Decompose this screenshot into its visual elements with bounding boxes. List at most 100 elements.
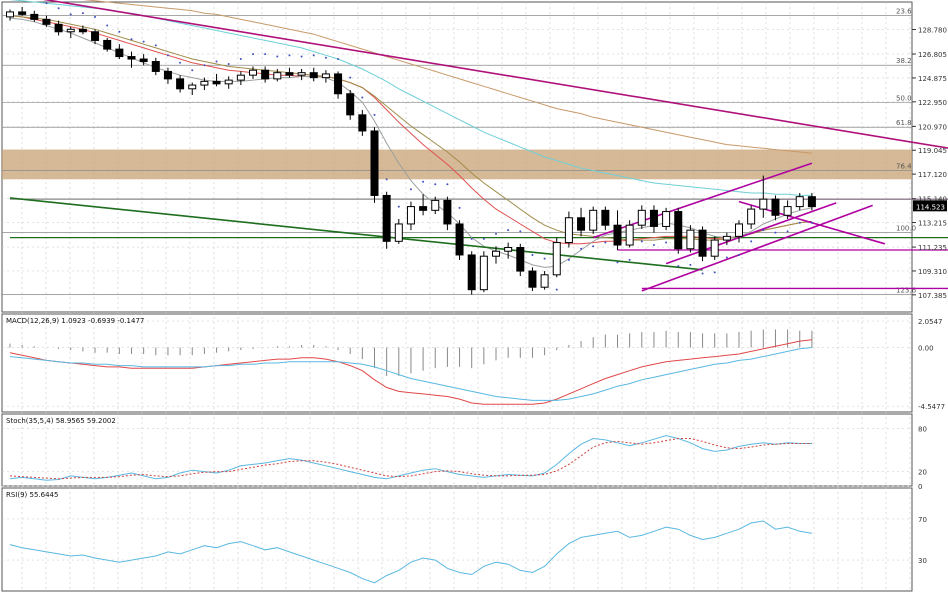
candle-down: [309, 72, 318, 79]
sar-dot: [738, 253, 740, 256]
price-tick-label: 124.875: [918, 75, 947, 83]
sar-dot: [264, 53, 267, 56]
candle-up: [492, 250, 500, 257]
stoch-k-line: [9, 435, 812, 481]
trendline: [42, 0, 948, 149]
sar-dot: [252, 53, 254, 56]
sar-dot: [288, 54, 291, 57]
pane-frame-rsi: [1, 487, 913, 592]
sar-dot: [239, 58, 242, 61]
candle-down: [613, 224, 622, 246]
candle-down: [419, 206, 428, 211]
candle-up: [589, 209, 598, 231]
sar-dot: [580, 247, 583, 250]
candle-down: [771, 198, 780, 216]
sar-dot: [106, 24, 109, 27]
sar-dot: [592, 245, 595, 248]
sar-dot: [422, 180, 425, 183]
candle-down: [54, 23, 63, 33]
candle-up: [224, 79, 233, 85]
price-tick-label: 128.780: [918, 27, 947, 35]
candle-up: [6, 11, 14, 18]
candle-up: [710, 239, 719, 257]
fib-label: 61.8: [896, 119, 912, 127]
candle-down: [467, 254, 476, 291]
price-tick-label: 115.140: [918, 196, 947, 204]
resistance-band: [2, 149, 912, 180]
candle-up: [735, 223, 743, 237]
candle-up: [66, 28, 75, 33]
sar-dot: [130, 38, 133, 41]
grid: [1, 1, 913, 592]
sar-dot: [798, 221, 801, 224]
sar-dot: [409, 188, 412, 191]
sar-dot: [81, 12, 84, 15]
candle-down: [698, 229, 707, 257]
sar-dot: [142, 40, 145, 43]
candle-up: [722, 235, 731, 241]
stoch-d-line: [9, 438, 812, 480]
candle-up: [637, 209, 646, 226]
candle-down: [358, 114, 367, 132]
sar-dot: [276, 55, 279, 58]
sar-dot: [312, 54, 315, 57]
candle-down: [103, 39, 112, 50]
sar-dot: [324, 56, 327, 59]
sar-dot: [567, 258, 570, 261]
candle-up: [686, 229, 695, 250]
candle-up: [564, 217, 573, 244]
sar-dot: [118, 30, 121, 33]
sar-dot: [810, 221, 813, 224]
candle-up: [795, 196, 804, 208]
candle-down: [78, 28, 87, 33]
candle-up: [297, 72, 306, 76]
pane-frame-macd: [1, 313, 913, 413]
price-tick-label: 109.310: [918, 268, 947, 276]
sar-dot: [640, 240, 643, 243]
price-tick-label: 117.120: [918, 171, 947, 179]
sar-dot: [349, 76, 352, 79]
stoch-tick-label: 80: [918, 425, 927, 433]
candle-down: [261, 69, 270, 80]
candle-down: [139, 58, 148, 63]
candle-up: [759, 198, 768, 210]
candle-up: [479, 255, 488, 291]
candle-up: [625, 224, 634, 246]
candle-up: [200, 80, 209, 86]
fib-label: 123.6: [896, 287, 917, 295]
trendline: [641, 204, 873, 292]
sar-dot: [227, 63, 230, 65]
candle-down: [528, 270, 537, 288]
sar-dot: [701, 272, 704, 275]
sar-dot: [470, 237, 473, 240]
sar-dot: [446, 183, 449, 186]
candle-down: [346, 93, 355, 116]
sar-dot: [507, 229, 510, 232]
sar-dot: [713, 271, 716, 274]
candle-up: [783, 206, 792, 216]
sar-dot: [786, 230, 789, 233]
candle-up: [431, 199, 440, 211]
trendline: [665, 202, 837, 265]
candle-up: [540, 274, 549, 288]
macd-label: MACD(12,26,9) 1.0923 -0.6939 -0.1477: [6, 317, 144, 325]
candles: [6, 6, 816, 295]
price-tick-label: 122.950: [918, 99, 947, 107]
horizontal-levels: [10, 198, 948, 290]
price-tick-label: 119.045: [918, 147, 947, 155]
candle-down: [285, 72, 294, 76]
macd-signal-line: [9, 347, 812, 401]
candle-down: [163, 70, 172, 80]
sar-dot: [373, 113, 376, 116]
macd-line: [9, 339, 812, 405]
candle-up: [273, 72, 282, 80]
candle-up: [249, 69, 257, 76]
macd-tick-label: 2.0547: [918, 318, 943, 326]
sar-dot: [652, 244, 655, 247]
rsi-tick-label: 70: [918, 516, 927, 524]
macd-tick-label: 0.00: [918, 345, 934, 353]
candle-down: [127, 56, 136, 60]
sar-dot: [519, 230, 522, 233]
sar-dot: [179, 61, 182, 64]
sar-dot: [774, 231, 777, 234]
